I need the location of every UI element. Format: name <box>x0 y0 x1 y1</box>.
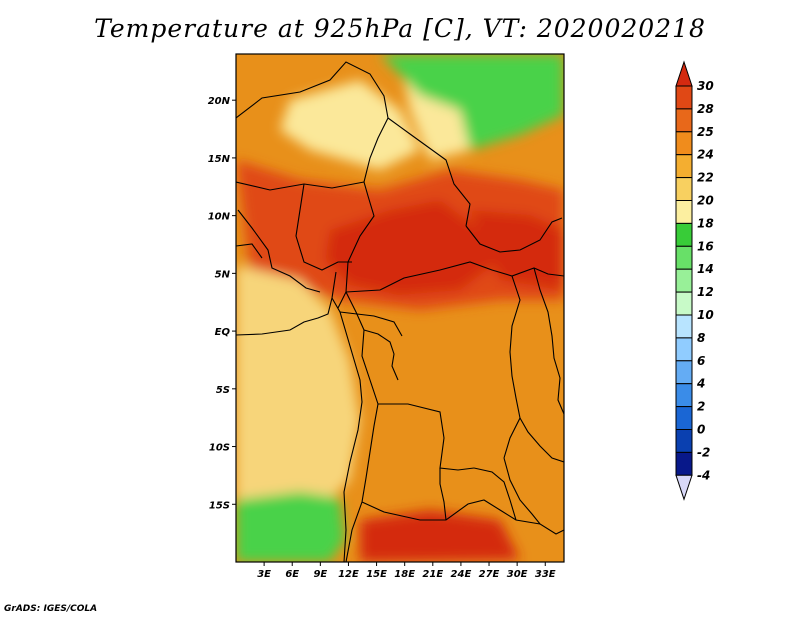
colorbar-tip-top <box>675 60 693 87</box>
colorbar-label-4: 4 <box>696 377 705 391</box>
map-frame <box>235 53 565 563</box>
lon-tick-label-18E: 18E <box>394 569 415 580</box>
colorbar-label-22: 22 <box>697 171 714 185</box>
colorbar-box-14 <box>675 406 693 431</box>
colorbar-box-8 <box>675 268 693 293</box>
lat-axis: 20N 15N 10N 5N EQ 5S 10S 15S <box>208 96 236 511</box>
colorbar-box-3 <box>675 154 693 179</box>
credit-label: GrADS: IGES/COLA <box>4 604 98 614</box>
lon-tick-label-15E: 15E <box>366 569 387 580</box>
colorbar-box-16 <box>675 451 693 476</box>
colorbar-label-14: 14 <box>697 262 714 276</box>
colorbar-label-6: 6 <box>697 354 705 368</box>
colorbar-label-18: 18 <box>697 216 714 230</box>
lon-tick-label-24E: 24E <box>451 569 472 580</box>
region-warm-core-south <box>360 510 520 562</box>
colorbar-box-2 <box>675 131 693 156</box>
lon-tick-label-9E: 9E <box>313 569 327 580</box>
colorbar-box-1 <box>675 108 693 133</box>
colorbar-label-2: 2 <box>697 400 705 414</box>
lon-tick-label-21E: 21E <box>422 569 443 580</box>
region-green-northeast <box>380 54 564 150</box>
colorbar-label--2: -2 <box>697 445 710 459</box>
colorbar-box-12 <box>675 360 693 385</box>
colorbar-box-15 <box>675 429 693 453</box>
colorbar-box-13 <box>675 383 693 408</box>
colorbar-label-24: 24 <box>697 148 714 162</box>
colorbar-box-10 <box>675 314 693 339</box>
colorbar-tip-bottom <box>675 474 693 501</box>
lon-tick-label-27E: 27E <box>479 569 500 580</box>
colorbar-box-9 <box>675 291 693 316</box>
temperature-field <box>236 54 564 562</box>
colorbar-label-0: 0 <box>697 423 705 437</box>
lat-tick-label-EQ: EQ <box>215 327 231 338</box>
chart-title: Temperature at 925hPa [C], VT: 202002021… <box>94 14 706 43</box>
country-borders <box>236 61 564 562</box>
lat-tick-label-20N: 20N <box>208 96 231 107</box>
colorbar-box-7 <box>675 245 693 270</box>
lon-tick-label-33E: 33E <box>535 569 556 580</box>
colorbar-label-20: 20 <box>697 194 714 208</box>
colorbar-label-25: 25 <box>697 125 714 139</box>
lat-tick-label-10N: 10N <box>208 212 231 223</box>
colorbar-label-8: 8 <box>697 331 705 345</box>
lat-tick-label-10S: 10S <box>209 443 230 454</box>
lat-tick-label-5S: 5S <box>216 385 230 396</box>
colorbar-label-12: 12 <box>697 285 714 299</box>
colorbar-label--4: -4 <box>697 468 710 482</box>
colorbar-label-28: 28 <box>697 102 714 116</box>
lon-tick-label-30E: 30E <box>507 569 528 580</box>
colorbar-box-0 <box>675 85 693 110</box>
colorbar-label-30: 30 <box>697 79 714 93</box>
region-cool-atlantic <box>236 265 360 500</box>
colorbar-label-10: 10 <box>697 308 714 322</box>
lon-tick-label-3E: 3E <box>257 569 271 580</box>
colorbar-label-16: 16 <box>697 239 714 253</box>
lon-tick-label-6E: 6E <box>285 569 299 580</box>
lat-tick-label-15N: 15N <box>208 154 231 165</box>
colorbar-box-6 <box>675 222 693 247</box>
lat-tick-label-15S: 15S <box>209 500 230 511</box>
colorbar-box-4 <box>675 177 693 202</box>
region-green-southwest <box>236 492 345 562</box>
lon-tick-label-12E: 12E <box>338 569 359 580</box>
lon-axis: 3E 6E 9E 12E 15E 18E 21E 24E 27E 30E 33E <box>257 562 556 580</box>
colorbar-box-5 <box>675 200 693 224</box>
colorbar-box-11 <box>675 337 693 362</box>
lat-tick-label-5N: 5N <box>215 269 231 280</box>
